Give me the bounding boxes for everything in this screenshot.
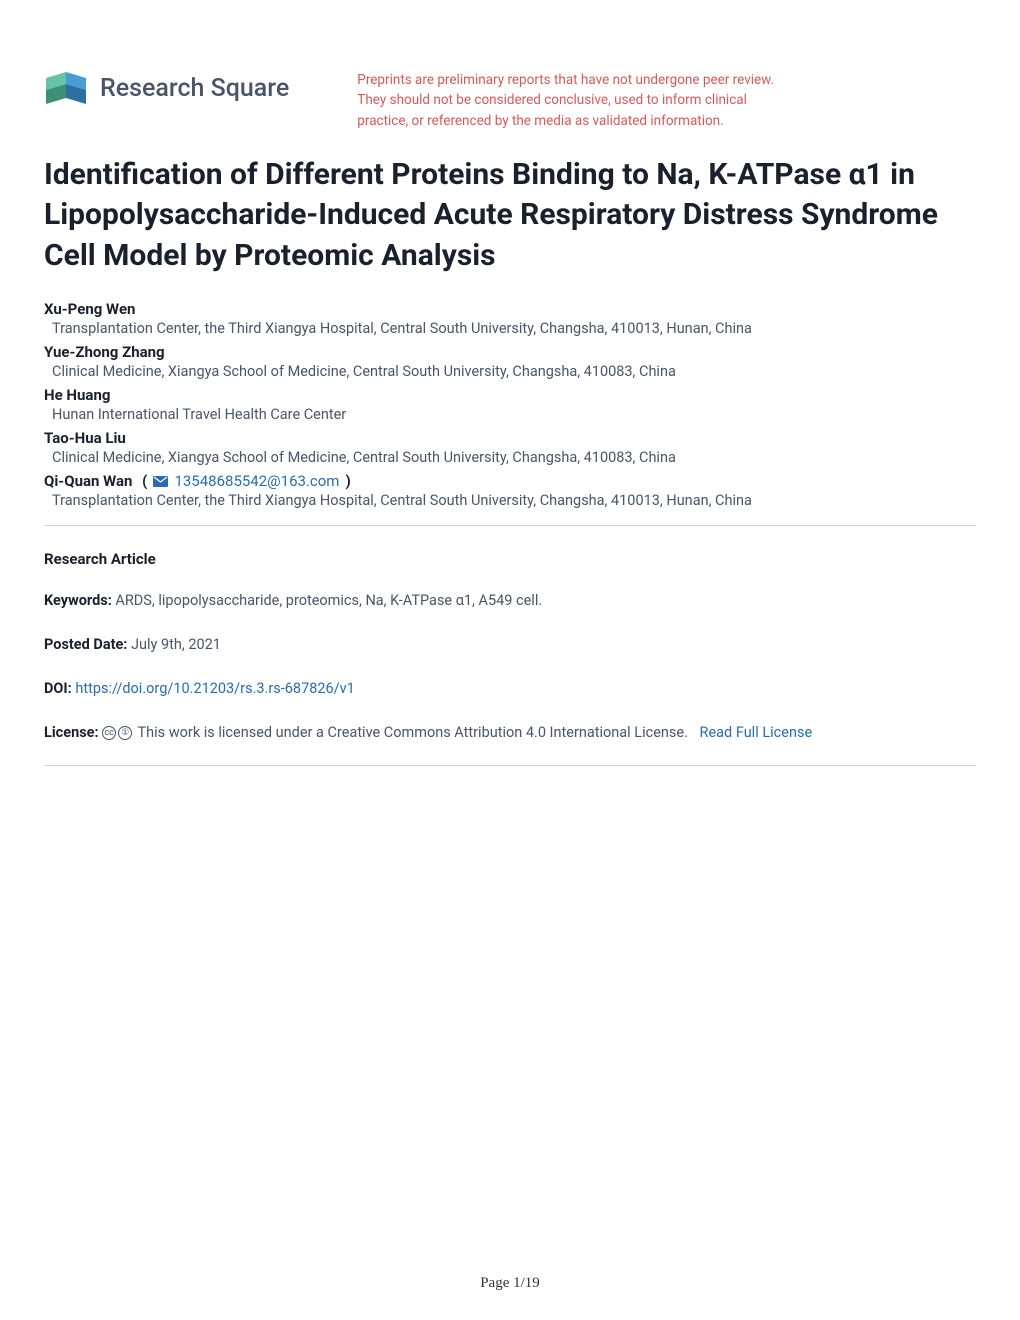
page-indicator: Page 1/19 [0, 1275, 1020, 1292]
author-name: Tao-Hua Liu [44, 429, 976, 447]
author-name: Qi-Quan Wan [44, 472, 132, 490]
license-row: License: cc① This work is licensed under… [44, 722, 976, 744]
author-name: Yue-Zhong Zhang [44, 343, 976, 361]
brand-text: Research Square [100, 74, 289, 103]
author-block: He Huang Hunan International Travel Heal… [44, 386, 976, 423]
license-label: License: [44, 724, 99, 741]
corresponding-email-link[interactable]: 13548685542@163.com [174, 472, 339, 490]
author-affiliation: Hunan International Travel Health Care C… [44, 406, 976, 423]
preprint-disclaimer: Preprints are preliminary reports that h… [357, 70, 787, 131]
author-affiliation: Transplantation Center, the Third Xiangy… [44, 320, 976, 337]
article-type: Research Article [44, 550, 976, 568]
author-block: Yue-Zhong Zhang Clinical Medicine, Xiang… [44, 343, 976, 380]
doi-link[interactable]: https://doi.org/10.21203/rs.3.rs-687826/… [75, 680, 354, 697]
keywords-label: Keywords: [44, 592, 112, 609]
research-square-logo-icon [44, 70, 88, 106]
email-open-paren: ( [138, 472, 147, 490]
doi-label: DOI: [44, 680, 72, 697]
author-affiliation: Transplantation Center, the Third Xiangy… [44, 492, 976, 509]
author-name: Xu-Peng Wen [44, 300, 976, 318]
read-full-license-link[interactable]: Read Full License [700, 724, 813, 741]
doi-row: DOI: https://doi.org/10.21203/rs.3.rs-68… [44, 678, 976, 700]
author-affiliation: Clinical Medicine, Xiangya School of Med… [44, 363, 976, 380]
authors-list: Xu-Peng Wen Transplantation Center, the … [44, 300, 976, 509]
posted-date-label: Posted Date: [44, 636, 127, 653]
keywords-value: ARDS, lipopolysaccharide, proteomics, Na… [115, 592, 542, 609]
author-block: Tao-Hua Liu Clinical Medicine, Xiangya S… [44, 429, 976, 466]
cc-icon: cc [102, 726, 116, 740]
posted-date-value: July 9th, 2021 [131, 636, 221, 653]
author-name: He Huang [44, 386, 976, 404]
envelope-icon [153, 476, 168, 487]
paper-title: Identification of Different Proteins Bin… [44, 155, 976, 277]
author-block: Qi-Quan Wan ( 13548685542@163.com ) Tran… [44, 472, 976, 509]
author-block: Xu-Peng Wen Transplantation Center, the … [44, 300, 976, 337]
header-row: Research Square Preprints are preliminar… [44, 70, 976, 131]
posted-date-row: Posted Date: July 9th, 2021 [44, 634, 976, 656]
author-affiliation: Clinical Medicine, Xiangya School of Med… [44, 449, 976, 466]
email-close-paren: ) [345, 472, 350, 490]
keywords-row: Keywords: ARDS, lipopolysaccharide, prot… [44, 590, 976, 612]
divider [44, 525, 976, 526]
by-icon: ① [118, 726, 132, 740]
divider [44, 765, 976, 766]
license-text: This work is licensed under a Creative C… [138, 724, 688, 741]
logo-block: Research Square [44, 70, 289, 106]
